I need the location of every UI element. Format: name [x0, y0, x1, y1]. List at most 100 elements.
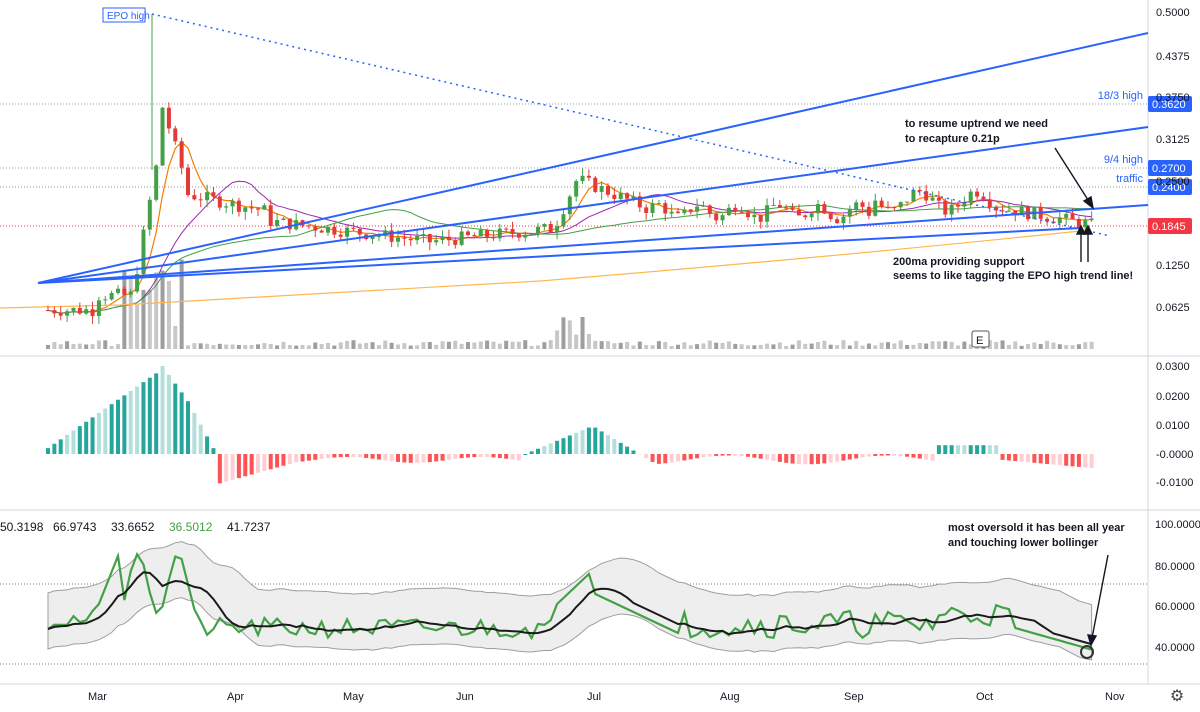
rsi-value-1: 50.3198: [0, 520, 44, 534]
macd-bar: [370, 454, 375, 459]
earnings-marker[interactable]: [971, 330, 990, 348]
bollinger-band-area: [47, 541, 1093, 661]
macd-bar: [873, 454, 878, 456]
moving-average-line: [47, 204, 1092, 314]
rsi-ma-line: [47, 571, 1092, 646]
candle-body: [224, 206, 229, 208]
volume-bar: [77, 343, 82, 349]
macd-bar: [230, 454, 235, 480]
volume-bar: [1045, 340, 1050, 349]
macd-bar: [860, 454, 865, 458]
candle-body: [472, 235, 477, 237]
candle-body: [287, 218, 292, 230]
candle-body: [205, 192, 210, 201]
macd-bar: [46, 448, 50, 454]
volume-bar: [224, 344, 229, 349]
volume-bar: [1070, 345, 1075, 349]
candle-body: [796, 209, 801, 216]
rsi-tick-label: 80.0000: [1155, 561, 1195, 573]
candle-body: [618, 193, 623, 200]
rsi-value-4: 36.5012: [169, 520, 213, 534]
volume-bar: [599, 341, 604, 349]
volume-bar: [1038, 343, 1043, 349]
candle-body: [1045, 218, 1050, 222]
volume-bar: [828, 344, 833, 349]
volume-bar: [949, 341, 954, 349]
volume-bar: [924, 343, 929, 349]
volume-bar: [300, 345, 305, 349]
volume-bar: [421, 342, 426, 349]
macd-bar: [586, 427, 591, 454]
volume-bar: [886, 342, 890, 349]
rsi-tick-label: 60.0000: [1155, 601, 1195, 613]
candle-body: [873, 200, 878, 216]
macd-bar: [739, 454, 744, 457]
macd-bar: [746, 454, 750, 457]
macd-bar: [160, 366, 165, 454]
macd-bar: [402, 454, 407, 463]
macd-bar: [332, 454, 337, 458]
macd-bar: [644, 454, 649, 459]
candle-body: [1019, 206, 1024, 216]
volume-bar: [504, 340, 509, 349]
macd-bar: [835, 454, 840, 462]
volume-bar: [389, 342, 394, 349]
volume-bar: [135, 304, 140, 349]
macd-bar: [300, 454, 305, 462]
volume-bar: [1057, 344, 1062, 349]
macd-bar: [141, 382, 146, 454]
candle-body: [771, 205, 776, 207]
macd-bar: [313, 454, 318, 460]
volume-bar: [383, 340, 388, 349]
volume-bar: [1032, 342, 1037, 349]
volume-bar: [1019, 345, 1024, 349]
macd-bar: [523, 454, 528, 455]
macd-bar: [866, 454, 871, 457]
macd-bar: [879, 454, 884, 456]
volume-bar: [746, 345, 750, 349]
volume-bar: [1076, 344, 1081, 349]
candle-body: [656, 203, 661, 205]
volume-bar: [173, 325, 178, 349]
rsi-value-3: 33.6652: [111, 520, 155, 534]
candle-body: [421, 234, 426, 237]
volume-bar: [262, 343, 267, 349]
macd-bar: [186, 401, 190, 454]
volume-bar: [765, 343, 770, 349]
volume-bar: [434, 344, 439, 349]
volume-bar: [586, 334, 591, 349]
volume-bar: [841, 340, 846, 349]
gear-icon[interactable]: ⚙: [1169, 688, 1185, 705]
trend-line: [151, 13, 1111, 237]
volume-bar: [186, 345, 190, 349]
candle-body: [281, 218, 286, 220]
volume-bar: [618, 342, 623, 349]
last-price-value: 0.1845: [1152, 221, 1186, 233]
macd-bar: [726, 454, 731, 456]
annotation-arrows: [1054, 147, 1109, 647]
candle-body: [536, 226, 540, 234]
macd-bar: [96, 412, 101, 454]
candle-body: [211, 192, 216, 197]
volume-bar: [154, 272, 159, 349]
macd-bar: [968, 445, 973, 454]
volume-bar: [478, 341, 483, 349]
candle-body: [459, 231, 464, 245]
candle-body: [1064, 213, 1069, 218]
candle-body: [141, 229, 146, 275]
price-tick-label: 0.5000: [1156, 7, 1190, 19]
volume-bar: [561, 317, 566, 349]
candle-body: [446, 236, 451, 241]
candle-body: [854, 202, 859, 210]
candle-body: [306, 225, 311, 227]
time-tick-label: Oct: [976, 691, 993, 703]
macd-bar: [1045, 454, 1050, 464]
candle-body: [109, 292, 114, 300]
volume-bar: [249, 344, 254, 349]
macd-bar: [1057, 454, 1062, 466]
volume-bar: [625, 341, 630, 349]
candle-body: [415, 236, 420, 241]
candle-body: [987, 199, 992, 208]
candle-body: [77, 307, 82, 314]
macd-bar: [828, 454, 833, 463]
